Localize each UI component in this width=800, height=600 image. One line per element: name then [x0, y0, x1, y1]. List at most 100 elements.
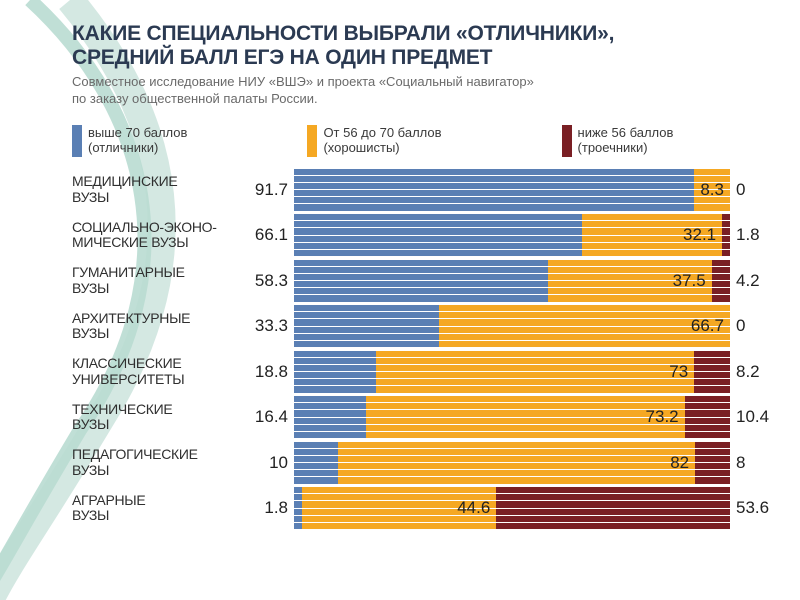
- segment-high: [294, 487, 302, 529]
- segment-low: [685, 396, 730, 438]
- infographic-root: КАКИЕ СПЕЦИАЛЬНОСТИ ВЫБРАЛИ «ОТЛИЧНИКИ»,…: [0, 0, 800, 531]
- segment-mid: 8.3: [694, 169, 730, 211]
- stripes: [685, 396, 730, 438]
- row-label-line-1: КЛАССИЧЕСКИЕ: [72, 356, 244, 371]
- segment-low: [496, 487, 730, 529]
- value-high: 1.8: [244, 498, 294, 518]
- segment-high: [294, 351, 376, 393]
- segment-mid: 32.1: [582, 214, 722, 256]
- row-label: ГУМАНИТАРНЫЕВУЗЫ: [72, 265, 244, 296]
- value-high: 66.1: [244, 225, 294, 245]
- segment-high: [294, 260, 548, 302]
- segment-low: [712, 260, 730, 302]
- segment-high: [294, 305, 439, 347]
- legend-item-1: От 56 до 70 баллов(хорошисты): [307, 125, 441, 157]
- segment-mid-value: 44.6: [457, 498, 496, 518]
- value-low: 0: [730, 180, 782, 200]
- legend-text: От 56 до 70 баллов(хорошисты): [323, 125, 441, 155]
- stripes: [294, 396, 366, 438]
- row-label-line-2: ВУЗЫ: [72, 190, 244, 205]
- value-high: 10: [244, 453, 294, 473]
- bar-track: 73.2: [294, 396, 730, 438]
- segment-high: [294, 442, 338, 484]
- value-high: 58.3: [244, 271, 294, 291]
- value-low: 10.4: [730, 407, 782, 427]
- chart-row: ГУМАНИТАРНЫЕВУЗЫ58.337.54.2: [72, 258, 782, 304]
- legend-swatch: [72, 125, 82, 157]
- row-label: ТЕХНИЧЕСКИЕВУЗЫ: [72, 402, 244, 433]
- bar-track: 32.1: [294, 214, 730, 256]
- legend-line-1: ниже 56 баллов: [578, 125, 674, 140]
- row-label: МЕДИЦИНСКИЕВУЗЫ: [72, 174, 244, 205]
- title-line-1: КАКИЕ СПЕЦИАЛЬНОСТИ ВЫБРАЛИ «ОТЛИЧНИКИ»,: [72, 22, 782, 46]
- row-label: АГРАРНЫЕВУЗЫ: [72, 493, 244, 524]
- chart-row: ТЕХНИЧЕСКИЕВУЗЫ16.4 73.2 10.4: [72, 394, 782, 440]
- value-high: 16.4: [244, 407, 294, 427]
- value-high: 91.7: [244, 180, 294, 200]
- legend-line-1: выше 70 баллов: [88, 125, 187, 140]
- segment-mid-value: 73.2: [646, 407, 685, 427]
- stripes: [722, 214, 730, 256]
- value-high: 18.8: [244, 362, 294, 382]
- segment-mid: 44.6: [302, 487, 496, 529]
- subtitle-line-2: по заказу общественной палаты России.: [72, 91, 782, 107]
- row-label-line-1: ПЕДАГОГИЧЕСКИЕ: [72, 447, 244, 462]
- chart-row: КЛАССИЧЕСКИЕУНИВЕРСИТЕТЫ18.8738.2: [72, 349, 782, 395]
- subtitle-line-1: Совместное исследование НИУ «ВШЭ» и прое…: [72, 74, 782, 90]
- bar-track: 37.5: [294, 260, 730, 302]
- value-low: 1.8: [730, 225, 782, 245]
- value-high: 33.3: [244, 316, 294, 336]
- value-low: 8: [730, 453, 782, 473]
- chart-row: СОЦИАЛЬНО-ЭКОНО-МИЧЕСКИЕ ВУЗЫ66.132.11.8: [72, 212, 782, 258]
- stripes: [338, 442, 696, 484]
- value-low: 0: [730, 316, 782, 336]
- row-label: АРХИТЕКТУРНЫЕВУЗЫ: [72, 311, 244, 342]
- row-label-line-1: ГУМАНИТАРНЫЕ: [72, 265, 244, 280]
- stripes: [294, 214, 582, 256]
- segment-low: [694, 351, 730, 393]
- legend-text: выше 70 баллов(отличники): [88, 125, 187, 155]
- stripes: [294, 260, 548, 302]
- stripes: [376, 351, 694, 393]
- stripes: [366, 396, 685, 438]
- stripes: [294, 305, 439, 347]
- stripes: [439, 305, 730, 347]
- page-subtitle: Совместное исследование НИУ «ВШЭ» и прое…: [72, 74, 782, 107]
- segment-mid: 82: [338, 442, 696, 484]
- stripes: [695, 442, 730, 484]
- row-label-line-2: ВУЗЫ: [72, 417, 244, 432]
- row-label-line-2: ВУЗЫ: [72, 463, 244, 478]
- legend-swatch: [307, 125, 317, 157]
- row-label: КЛАССИЧЕСКИЕУНИВЕРСИТЕТЫ: [72, 356, 244, 387]
- stripes: [294, 487, 302, 529]
- segment-mid-value: 73: [669, 362, 694, 382]
- stacked-bar-chart: МЕДИЦИНСКИЕВУЗЫ91.78.30СОЦИАЛЬНО-ЭКОНО-М…: [72, 167, 782, 531]
- segment-high: [294, 169, 694, 211]
- page-title: КАКИЕ СПЕЦИАЛЬНОСТИ ВЫБРАЛИ «ОТЛИЧНИКИ»,…: [72, 22, 782, 70]
- title-line-2: СРЕДНИЙ БАЛЛ ЕГЭ НА ОДИН ПРЕДМЕТ: [72, 46, 782, 70]
- chart-row: МЕДИЦИНСКИЕВУЗЫ91.7 8.30: [72, 167, 782, 213]
- row-label-line-2: ВУЗЫ: [72, 508, 244, 523]
- row-label-line-1: АРХИТЕКТУРНЫЕ: [72, 311, 244, 326]
- stripes: [294, 351, 376, 393]
- segment-high: [294, 214, 582, 256]
- bar-track: 66.7: [294, 305, 730, 347]
- row-label-line-1: МЕДИЦИНСКИЕ: [72, 174, 244, 189]
- legend-text: ниже 56 баллов(троечники): [578, 125, 674, 155]
- row-label-line-2: ВУЗЫ: [72, 326, 244, 341]
- chart-row: АГРАРНЫЕВУЗЫ1.8 44.6 53.6: [72, 485, 782, 531]
- row-label-line-2: УНИВЕРСИТЕТЫ: [72, 372, 244, 387]
- segment-mid-value: 37.5: [673, 271, 712, 291]
- legend-item-0: выше 70 баллов(отличники): [72, 125, 187, 157]
- chart-row: АРХИТЕКТУРНЫЕВУЗЫ33.3 66.70: [72, 303, 782, 349]
- stripes: [496, 487, 730, 529]
- row-label-line-2: ВУЗЫ: [72, 281, 244, 296]
- value-low: 53.6: [730, 498, 782, 518]
- row-label-line-1: ТЕХНИЧЕСКИЕ: [72, 402, 244, 417]
- stripes: [694, 351, 730, 393]
- stripes: [712, 260, 730, 302]
- legend-line-1: От 56 до 70 баллов: [323, 125, 441, 140]
- legend-line-2: (хорошисты): [323, 140, 441, 155]
- segment-mid: 66.7: [439, 305, 730, 347]
- segment-mid-value: 32.1: [683, 225, 722, 245]
